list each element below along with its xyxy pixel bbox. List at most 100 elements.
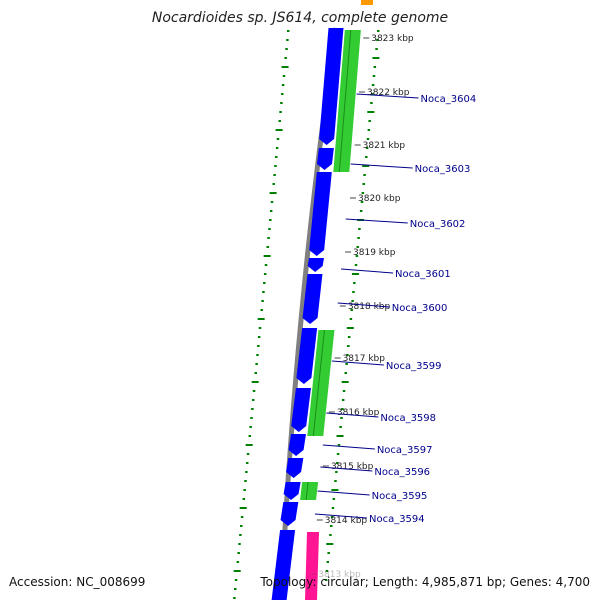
gene-label[interactable]: Noca_3603 [415,164,471,175]
gc-dot-inner [354,264,358,266]
gc-dot-inner [373,66,377,68]
gc-dot-outer [269,210,273,212]
gc-dot-outer [260,309,263,311]
gc-dot-inner [375,48,378,50]
gc-dot-outer [256,354,259,356]
gene-leader-line [326,412,379,418]
gc-dot-outer [242,498,246,500]
gc-dot-outer [239,525,243,527]
gene-leader-line [322,444,375,450]
gc-dot-inner [359,210,363,212]
gc-dot-inner [329,525,333,527]
gc-dot-inner [341,399,345,401]
gc-dot-inner [351,300,354,302]
gc-dot-outer [248,435,252,437]
tick-label: 3814 kbp [325,516,368,526]
gc-dot-inner [341,381,349,383]
gc-dot-inner [350,309,353,311]
tick-label: 3821 kbp [363,141,406,151]
gc-dot-inner [335,471,338,473]
gc-dot-outer [281,84,285,86]
gc-dot-inner [342,390,346,392]
gc-dot-outer [252,390,256,392]
gc-dot-outer [254,372,258,374]
gene-label[interactable]: Noca_3600 [392,303,448,314]
tick-label: 3813 kbp [318,570,361,580]
tick-label: 3819 kbp [353,248,396,258]
gc-dot-outer [263,282,266,284]
gene-leader-line [350,163,413,169]
gc-dot-inner [346,327,354,329]
gc-dot-outer [239,507,247,509]
gc-dot-outer [245,444,253,446]
tick-label: 3817 kbp [343,354,386,364]
gene-label[interactable]: Noca_3598 [380,413,436,424]
gc-dot-inner [365,156,368,158]
gene-label[interactable]: Noca_3596 [374,467,430,478]
gc-dot-outer [269,219,272,221]
feature-orange [361,0,373,5]
tick-label: 3818 kbp [348,302,391,312]
gc-content-dots [233,30,380,599]
gc-dot-outer [243,489,246,491]
gc-dot-outer [257,318,265,320]
gene-leader-line [320,466,373,472]
gc-dot-outer [270,201,274,203]
gc-dot-outer [239,534,242,536]
gene-label[interactable]: Noca_3604 [421,94,477,105]
gc-dot-outer [257,345,260,347]
gc-dot-inner [351,273,359,275]
gene-label[interactable]: Noca_3602 [410,219,466,230]
cds-block-forward [296,328,318,384]
gc-dot-outer [285,48,288,50]
cds-block-forward [319,28,344,145]
gc-dot-outer [258,327,262,329]
gc-dot-inner [327,552,330,554]
cds-block-forward [316,148,334,170]
gc-dot-inner [331,489,339,491]
gc-dot-inner [335,462,339,464]
gc-dot-inner [336,453,340,455]
gc-dot-inner [347,336,351,338]
gc-dot-outer [281,66,289,68]
gc-dot-inner [329,534,332,536]
gc-dot-inner [360,201,364,203]
gc-dot-inner [371,84,375,86]
gene-leader-line [356,93,419,99]
gc-dot-outer [250,417,253,419]
gene-leader-line [314,513,368,519]
tick-label: 3823 kbp [371,34,414,44]
gene-label[interactable]: Noca_3597 [377,445,433,456]
gc-dot-inner [336,435,344,437]
gc-dot-outer [233,588,237,590]
gene-label[interactable]: Noca_3595 [372,491,428,502]
gene-label[interactable]: Noca_3599 [386,361,442,372]
gc-dot-outer [255,363,258,365]
gc-dot-inner [362,165,370,167]
cds-block-reverse [300,482,319,500]
gc-dot-outer [268,228,271,230]
gc-dot-outer [233,597,236,599]
gc-dot-inner [362,183,365,185]
gc-dot-outer [236,561,240,563]
gc-dot-inner [341,408,344,410]
gene-label[interactable]: Noca_3601 [395,269,451,280]
gc-dot-inner [357,237,360,239]
gc-dot-inner [325,570,329,572]
gc-dot-inner [363,174,366,176]
gc-dot-outer [280,102,283,104]
gc-dot-outer [287,30,290,32]
cds-block-forward [283,482,301,500]
gc-dot-inner [371,93,374,95]
gc-dot-outer [278,120,281,122]
gc-dot-outer [263,255,271,257]
gene-labels: Noca_3604 Noca_3603 Noca_3602 Noca_3601 Noca… [314,93,477,525]
gc-dot-outer [266,246,269,248]
gene-label[interactable]: Noca_3594 [369,514,425,525]
gc-dot-outer [275,156,278,158]
cds-block-forward [286,458,304,478]
gene-leader-line [337,302,390,308]
gc-dot-outer [273,174,276,176]
gc-dot-outer [238,543,241,545]
gc-dot-outer [234,579,238,581]
